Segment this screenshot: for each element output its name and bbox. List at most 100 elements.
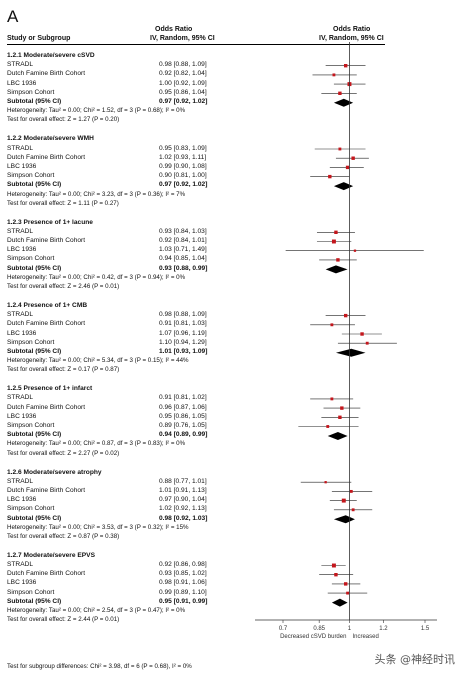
heterogeneity-stats: Heterogeneity: Tau² = 0.00; Chi² = 3.53,… (7, 523, 189, 531)
study-name: Simpson Cohort (7, 172, 55, 180)
study-name: Simpson Cohort (7, 338, 55, 346)
study-name: STRADL (7, 227, 34, 235)
point-estimate-square (346, 591, 350, 595)
study-odds-ratio: 1.02 [0.92, 1.13] (159, 505, 207, 513)
study-odds-ratio: 0.91 [0.81, 1.02] (159, 394, 207, 402)
study-name: LBC 1936 (7, 329, 37, 337)
study-odds-ratio: 0.95 [0.86, 1.05] (159, 412, 207, 420)
study-odds-ratio: 0.98 [0.88, 1.09] (159, 61, 207, 69)
study-odds-ratio: 1.01 [0.91, 1.13] (159, 486, 207, 494)
subtotal-diamond (333, 182, 354, 191)
study-name: Dutch Famine Birth Cohort (7, 70, 86, 78)
study-odds-ratio: 0.95 [0.86, 1.04] (159, 88, 207, 96)
subtotal-diamond (325, 265, 348, 274)
subtotal-odds-ratio: 0.98 [0.92, 1.03] (159, 514, 208, 522)
subtotal-diamond (333, 515, 355, 524)
plot-column-subtitle: IV, Random, 95% CI (319, 35, 384, 42)
subtotal-label: Subtotal (95% CI) (7, 597, 62, 605)
x-tick-label: 1.5 (421, 626, 430, 632)
study-odds-ratio: 0.93 [0.85, 1.02] (159, 570, 207, 578)
favours-right-label: Increased (352, 634, 378, 640)
study-name: LBC 1936 (7, 579, 37, 587)
or-column-title: Odds Ratio (155, 26, 193, 33)
subtotal-odds-ratio: 0.97 [0.92, 1.02] (159, 181, 208, 189)
overall-effect-test: Test for overall effect: Z = 2.27 (P = 0… (7, 449, 120, 457)
subgroup-title: 1.2.5 Presence of 1+ infarct (7, 385, 93, 393)
subgroup-title: 1.2.4 Presence of 1+ CMB (7, 301, 88, 309)
study-name: LBC 1936 (7, 412, 37, 420)
heterogeneity-stats: Heterogeneity: Tau² = 0.00; Chi² = 2.54,… (7, 607, 186, 614)
point-estimate-square (341, 498, 346, 503)
study-odds-ratio: 0.96 [0.87, 1.06] (159, 403, 207, 411)
heterogeneity-stats: Heterogeneity: Tau² = 0.00; Chi² = 0.42,… (7, 273, 186, 281)
point-estimate-square (331, 563, 336, 568)
study-name: Simpson Cohort (7, 88, 55, 96)
point-estimate-square (351, 508, 355, 512)
x-tick-label: 1 (348, 626, 352, 632)
study-odds-ratio: 1.10 [0.94, 1.29] (159, 338, 207, 346)
study-odds-ratio: 0.94 [0.85, 1.04] (159, 255, 207, 263)
subtotal-diamond (335, 348, 366, 357)
study-name: LBC 1936 (7, 162, 37, 170)
subtotal-odds-ratio: 1.01 [0.93, 1.09] (159, 347, 208, 355)
point-estimate-square (351, 156, 355, 160)
study-odds-ratio: 0.91 [0.81, 1.03] (159, 320, 207, 328)
subtotal-diamond (327, 432, 348, 440)
study-name: LBC 1936 (7, 496, 37, 504)
overall-effect-test: Test for overall effect: Z = 2.44 (P = 0… (7, 616, 120, 624)
study-odds-ratio: 0.90 [0.81, 1.00] (159, 172, 207, 180)
study-name: STRADL (7, 311, 34, 319)
study-odds-ratio: 0.99 [0.90, 1.08] (159, 162, 207, 170)
subtotal-odds-ratio: 0.97 [0.92, 1.02] (159, 98, 208, 105)
point-estimate-square (338, 147, 342, 151)
point-estimate-square (330, 397, 334, 401)
x-tick-label: 0.7 (279, 626, 288, 632)
point-estimate-square (349, 489, 353, 493)
point-estimate-square (340, 406, 344, 410)
heterogeneity-stats: Heterogeneity: Tau² = 0.00; Chi² = 1.52,… (7, 107, 186, 115)
subtotal-label: Subtotal (95% CI) (7, 514, 62, 522)
study-odds-ratio: 0.92 [0.84, 1.01] (159, 237, 207, 244)
point-estimate-square (324, 481, 327, 484)
subtotal-diamond (333, 98, 354, 107)
study-name: Simpson Cohort (7, 588, 55, 596)
subgroup-differences-test: Test for subgroup differences: Chi² = 3.… (7, 663, 192, 670)
study-odds-ratio: 1.03 [0.71, 1.49] (159, 246, 207, 254)
study-odds-ratio: 0.99 [0.89, 1.10] (159, 588, 207, 596)
point-estimate-square (326, 425, 330, 428)
point-estimate-square (330, 323, 334, 327)
subgroup-title: 1.2.7 Moderate/severe EPVS (7, 551, 95, 559)
study-name: Dutch Famine Birth Cohort (7, 570, 86, 578)
x-tick-label: 1.2 (379, 626, 388, 632)
study-name: Dutch Famine Birth Cohort (7, 153, 86, 161)
subgroup-title: 1.2.2 Moderate/severe WMH (7, 135, 94, 143)
study-name: Simpson Cohort (7, 255, 55, 263)
study-name: Simpson Cohort (7, 422, 55, 429)
study-name: STRADL (7, 144, 34, 152)
point-estimate-square (360, 332, 364, 336)
point-estimate-square (331, 239, 336, 244)
study-odds-ratio: 0.98 [0.91, 1.06] (159, 579, 207, 587)
study-name: STRADL (7, 561, 34, 568)
study-name: LBC 1936 (7, 79, 37, 87)
study-odds-ratio: 0.89 [0.76, 1.05] (159, 422, 207, 429)
overall-effect-test: Test for overall effect: Z = 2.46 (P = 0… (7, 283, 120, 290)
study-odds-ratio: 0.93 [0.84, 1.03] (159, 227, 207, 235)
study-name: STRADL (7, 61, 34, 69)
point-estimate-square (338, 415, 342, 419)
subtotal-diamond (331, 598, 348, 607)
subgroup-title: 1.2.3 Presence of 1+ lacune (7, 218, 93, 226)
point-estimate-square (345, 165, 350, 170)
study-odds-ratio: 0.92 [0.82, 1.04] (159, 70, 207, 78)
heterogeneity-stats: Heterogeneity: Tau² = 0.00; Chi² = 0.87,… (7, 440, 186, 448)
subgroup-title: 1.2.1 Moderate/severe cSVD (7, 52, 95, 59)
study-name: STRADL (7, 477, 34, 485)
study-odds-ratio: 0.97 [0.90, 1.04] (159, 496, 207, 504)
subtotal-odds-ratio: 0.94 [0.89, 0.99] (159, 431, 208, 439)
study-odds-ratio: 0.88 [0.77, 1.01] (159, 477, 207, 485)
study-name: Dutch Famine Birth Cohort (7, 237, 86, 244)
point-estimate-square (334, 573, 338, 577)
subgroup-title: 1.2.6 Moderate/severe atrophy (7, 468, 102, 476)
heterogeneity-stats: Heterogeneity: Tau² = 0.00; Chi² = 5.34,… (7, 357, 189, 365)
study-name: LBC 1936 (7, 246, 37, 254)
